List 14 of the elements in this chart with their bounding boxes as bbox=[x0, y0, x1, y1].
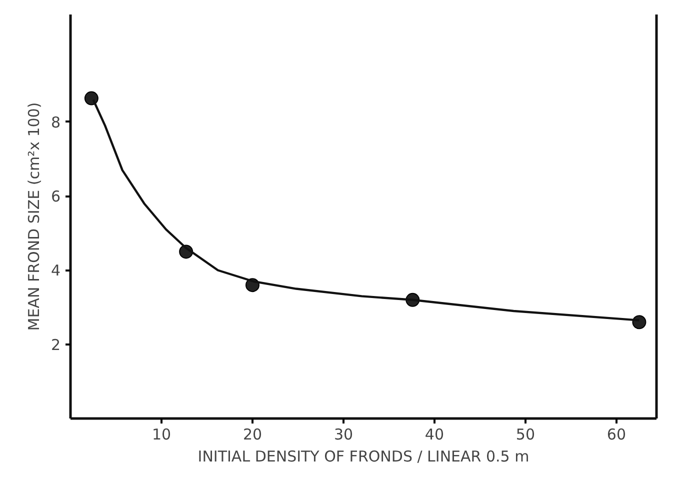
x-tick-label: 50 bbox=[516, 426, 536, 444]
y-tick-label: 4 bbox=[50, 262, 61, 280]
x-tick-label: 20 bbox=[242, 426, 262, 444]
x-tick-label: 60 bbox=[606, 426, 626, 444]
y-tick-label: 8 bbox=[50, 113, 61, 132]
y-axis-title: MEAN FROND SIZE (cm²x 100) bbox=[24, 102, 43, 331]
x-tick-label: 10 bbox=[152, 426, 172, 444]
x-tick-label: 30 bbox=[334, 426, 354, 444]
x-axis-title: INITIAL DENSITY OF FRONDS / LINEAR 0.5 m bbox=[198, 448, 530, 466]
point bbox=[84, 91, 98, 106]
point bbox=[632, 315, 646, 330]
y-tick-label: 2 bbox=[50, 336, 61, 354]
y-tick-label: 6 bbox=[50, 188, 61, 206]
x-tick-label: 40 bbox=[424, 426, 444, 444]
